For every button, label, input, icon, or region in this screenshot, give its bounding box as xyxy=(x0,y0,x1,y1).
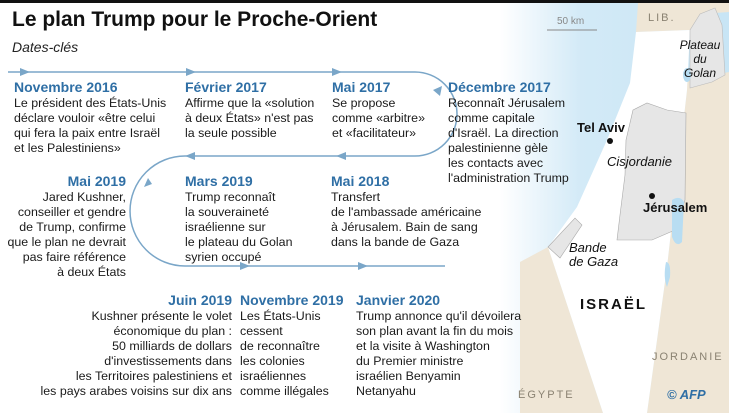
event-nov-2019: Novembre 2019 Les États-Unis cessent de rec… xyxy=(240,292,344,398)
event-feb-2017: Février 2017 Affirme que la «solution à de… xyxy=(185,79,315,140)
westbank xyxy=(616,102,687,241)
label-telaviv: Tel Aviv xyxy=(577,120,625,135)
label-israel: ISRAËL xyxy=(580,296,648,313)
label-egypt: ÉGYPTE xyxy=(518,389,575,401)
label-lebanon: LIB. xyxy=(648,12,676,24)
event-mai-2017: Mai 2017 Se propose comme «arbitre» et «fac… xyxy=(332,79,425,140)
event-mai-2019: Mai 2019 Jared Kushner, conseiller et gend… xyxy=(7,173,127,279)
label-jerusalem: Jérusalem xyxy=(643,200,708,215)
jordan-land xyxy=(647,72,729,413)
event-dec-2017: Décembre 2017 Reconnaît Jérusalem comme ca… xyxy=(448,79,569,185)
jerusalem-dot xyxy=(649,193,655,199)
event-mars-2019: Mars 2019 Trump reconnaît la souveraineté i… xyxy=(185,173,293,264)
lebanon-land xyxy=(636,3,729,32)
page-title: Le plan Trump pour le Proche-Orient xyxy=(12,8,378,31)
event-nov-2016: Novembre 2016 Le président des États-Unis… xyxy=(14,79,167,155)
dead-sea xyxy=(672,197,684,245)
timeline-arrows xyxy=(20,68,442,270)
page-subtitle: Dates-clés xyxy=(12,39,79,55)
event-mai-2018: Mai 2018 Transfert de l'ambassade américai… xyxy=(331,173,482,249)
afp-logo: © AFP xyxy=(667,387,706,402)
label-golan: Plateau du Golan xyxy=(679,38,721,80)
scale-label: 50 km xyxy=(557,16,585,27)
event-juin-2019: Juin 2019 Kushner présente le volet économ… xyxy=(40,292,232,398)
timeline-path xyxy=(8,71,458,267)
telaviv-dot xyxy=(607,138,613,144)
label-westbank: Cisjordanie xyxy=(607,154,673,169)
label-gaza: Bande de Gaza xyxy=(569,240,619,269)
event-jan-2020: Janvier 2020 Trump annonce qu'il dévoiler… xyxy=(356,292,522,398)
gaza xyxy=(547,217,583,259)
egypt-land xyxy=(520,247,603,413)
lake-tiberias xyxy=(683,68,691,82)
golan xyxy=(689,7,726,89)
top-bar xyxy=(0,0,729,3)
label-jordan: JORDANIE xyxy=(652,351,724,363)
